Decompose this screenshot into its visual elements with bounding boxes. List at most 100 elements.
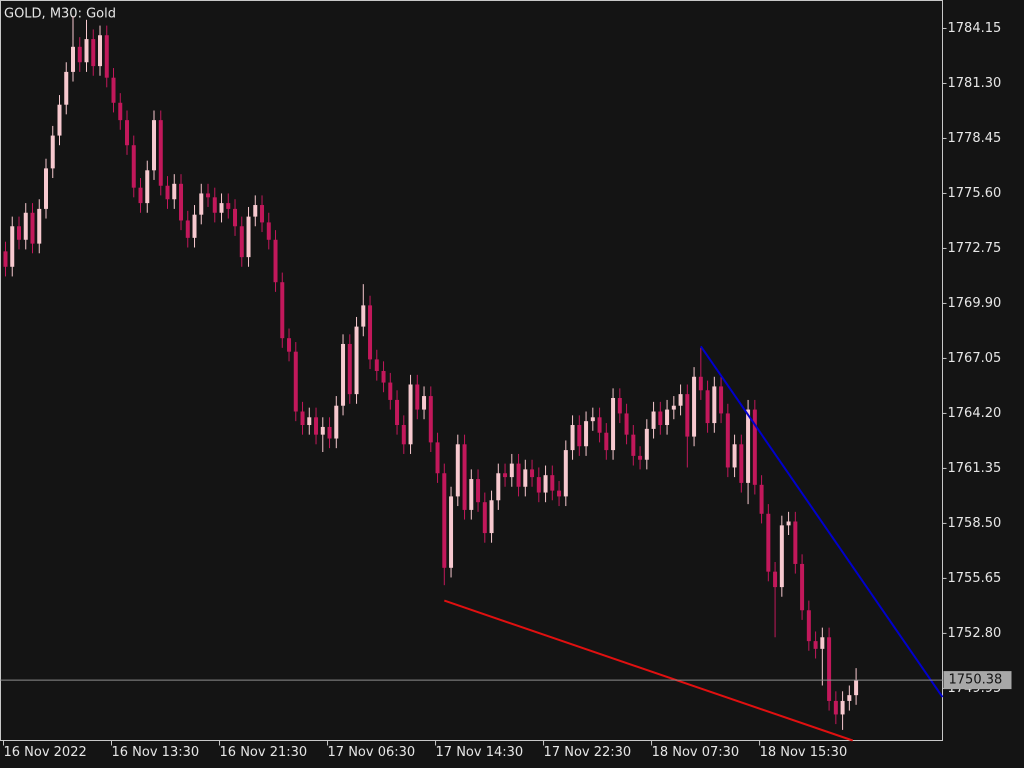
candle-body [98, 35, 103, 67]
candle-body [300, 411, 305, 426]
candle-body [408, 384, 413, 445]
candle-body [604, 432, 609, 451]
candle-body [746, 409, 751, 483]
candle-body [611, 397, 616, 451]
candle-body [503, 473, 508, 478]
candle-body [455, 444, 460, 497]
candle-body [71, 46, 76, 72]
y-tick-label: 1761.35 [948, 461, 1002, 476]
candle-body [334, 405, 339, 439]
candle-body [496, 473, 501, 501]
x-tick-label: 16 Nov 21:30 [220, 745, 308, 760]
candle-body [725, 413, 730, 468]
y-tick-label: 1778.45 [948, 131, 1002, 146]
candle-body [401, 425, 406, 445]
y-tick-label: 1781.30 [948, 76, 1002, 91]
candle-body [590, 417, 595, 422]
candle-body [644, 428, 649, 460]
candle-body [57, 104, 62, 136]
candle-body [719, 386, 724, 414]
candle-body [260, 205, 265, 223]
y-tick-label: 1752.80 [948, 626, 1002, 641]
candle-body [125, 120, 130, 146]
candle-body [530, 469, 535, 478]
candle-body [50, 135, 55, 169]
candle-body [374, 359, 379, 371]
candle-body [617, 397, 622, 414]
candle-body [651, 411, 656, 429]
candle-body [307, 417, 312, 426]
candle-body [266, 222, 271, 240]
candle-body [435, 442, 440, 474]
candle-body [543, 475, 548, 493]
candle-body [671, 405, 676, 410]
candle-body [469, 479, 474, 510]
candle-body [219, 203, 224, 213]
candle-body [773, 571, 778, 588]
candle-body [341, 343, 346, 406]
candle-body [732, 444, 737, 468]
candle-body [840, 700, 845, 715]
candle-body [104, 35, 109, 78]
candle-body [476, 479, 481, 503]
candle-body [793, 521, 798, 564]
candle-body [118, 102, 123, 121]
candle-body [786, 521, 791, 526]
x-tick-label: 16 Nov 2022 [3, 745, 86, 760]
candle-body [563, 450, 568, 497]
candle-body [158, 120, 163, 186]
y-tick-label: 1758.50 [948, 516, 1002, 531]
candle-body [678, 394, 683, 406]
candle-body [685, 394, 690, 437]
candle-body [739, 444, 744, 483]
candle-body [165, 185, 170, 200]
plot-frame [0, 0, 943, 741]
candle-body [354, 326, 359, 395]
candle-body [577, 425, 582, 447]
candle-body [172, 183, 177, 200]
y-tick-label: 1784.15 [948, 21, 1002, 36]
candle-body [293, 351, 298, 412]
y-tick-label: 1767.05 [948, 351, 1002, 366]
candle-body [523, 469, 528, 487]
candle-body [179, 183, 184, 221]
candle-body [368, 305, 373, 360]
candle-body [658, 411, 663, 426]
candle-body [516, 463, 521, 487]
y-tick-label: 1764.20 [948, 406, 1002, 421]
candle-body [415, 384, 420, 410]
candle-body [854, 680, 859, 696]
candle-body [10, 226, 15, 267]
candle-body [199, 193, 204, 215]
candle-body [428, 396, 433, 443]
candle-body [509, 463, 514, 478]
candle-body [624, 413, 629, 435]
candle-body [482, 502, 487, 534]
candle-body [314, 417, 319, 435]
candle-body [347, 343, 352, 395]
candle-body [23, 212, 28, 240]
candle-body [138, 187, 143, 204]
candle-body [752, 409, 757, 485]
candle-body [246, 216, 251, 258]
x-tick-label: 18 Nov 15:30 [760, 745, 848, 760]
candle-body [489, 500, 494, 534]
candle-body [395, 399, 400, 426]
x-tick-label: 18 Nov 07:30 [652, 745, 740, 760]
x-tick-label: 17 Nov 06:30 [328, 745, 416, 760]
candle-body [638, 455, 643, 460]
candle-body [847, 695, 852, 701]
candle-body [37, 208, 42, 244]
candle-body [30, 212, 35, 244]
candle-body [320, 426, 325, 435]
chart-title: GOLD, M30: Gold [4, 7, 116, 22]
candle-body [631, 434, 636, 456]
candle-body [212, 197, 217, 213]
candle-body [273, 239, 278, 283]
candle-body [779, 525, 784, 588]
x-tick-label: 16 Nov 13:30 [112, 745, 200, 760]
current-price-label: 1750.38 [949, 673, 1003, 688]
current-price-box [943, 671, 1012, 690]
candle-body [84, 39, 89, 63]
